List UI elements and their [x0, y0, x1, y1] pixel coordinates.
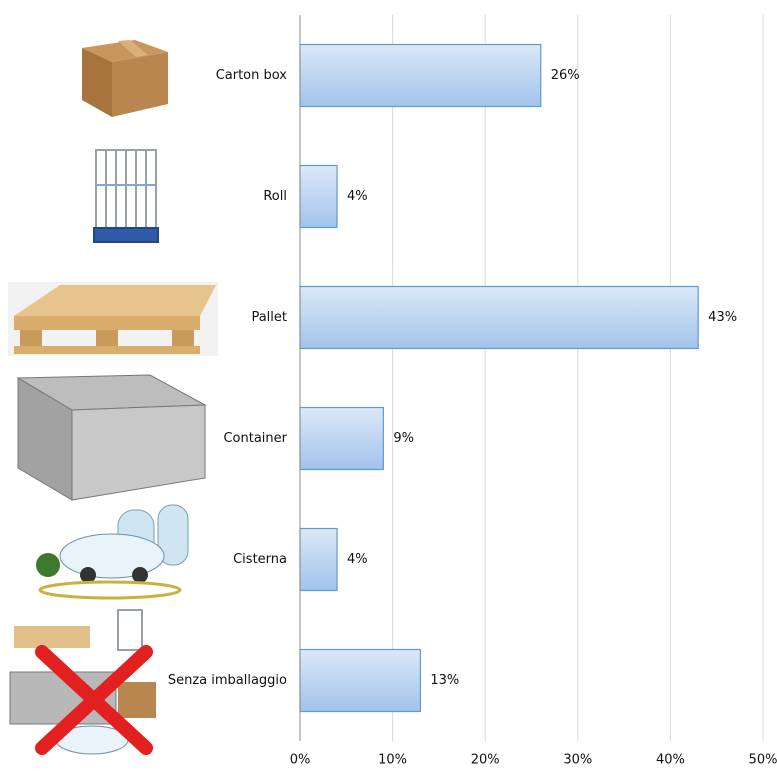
- bar: [300, 166, 337, 228]
- y-tick-label: Container: [223, 431, 287, 446]
- x-tick-label: 10%: [378, 753, 407, 768]
- bar: [300, 408, 383, 470]
- x-tick-label: 0%: [290, 753, 311, 768]
- y-tick-label: Roll: [263, 189, 287, 204]
- bar: [300, 529, 337, 591]
- value-label: 4%: [347, 189, 368, 204]
- icon-carton-box: [82, 40, 168, 117]
- x-tick-label: 50%: [749, 753, 777, 768]
- icon-roll: [94, 150, 158, 242]
- value-label: 13%: [430, 673, 459, 688]
- y-tick-label: Cisterna: [233, 552, 287, 567]
- bar: [300, 287, 698, 349]
- bar: [300, 650, 420, 712]
- y-tick-label: Carton box: [216, 68, 288, 83]
- x-tick-label: 30%: [563, 753, 592, 768]
- bar: [300, 45, 541, 107]
- value-label: 4%: [347, 552, 368, 567]
- x-tick-label: 20%: [471, 753, 500, 768]
- icon-container: [18, 375, 205, 500]
- y-tick-label: Pallet: [251, 310, 287, 325]
- y-tick-label: Senza imballaggio: [168, 673, 287, 688]
- value-label: 9%: [393, 431, 414, 446]
- chart: 0% 10% 20% 30% 40% 50% 26% Carton box 4% Roll 43% P…: [0, 0, 777, 772]
- icon-no-packaging: [10, 610, 156, 754]
- x-tick-label: 40%: [656, 753, 685, 768]
- value-label: 43%: [708, 310, 737, 325]
- icon-cisterna: [36, 505, 188, 598]
- value-label: 26%: [551, 68, 580, 83]
- icon-pallet: [8, 282, 218, 356]
